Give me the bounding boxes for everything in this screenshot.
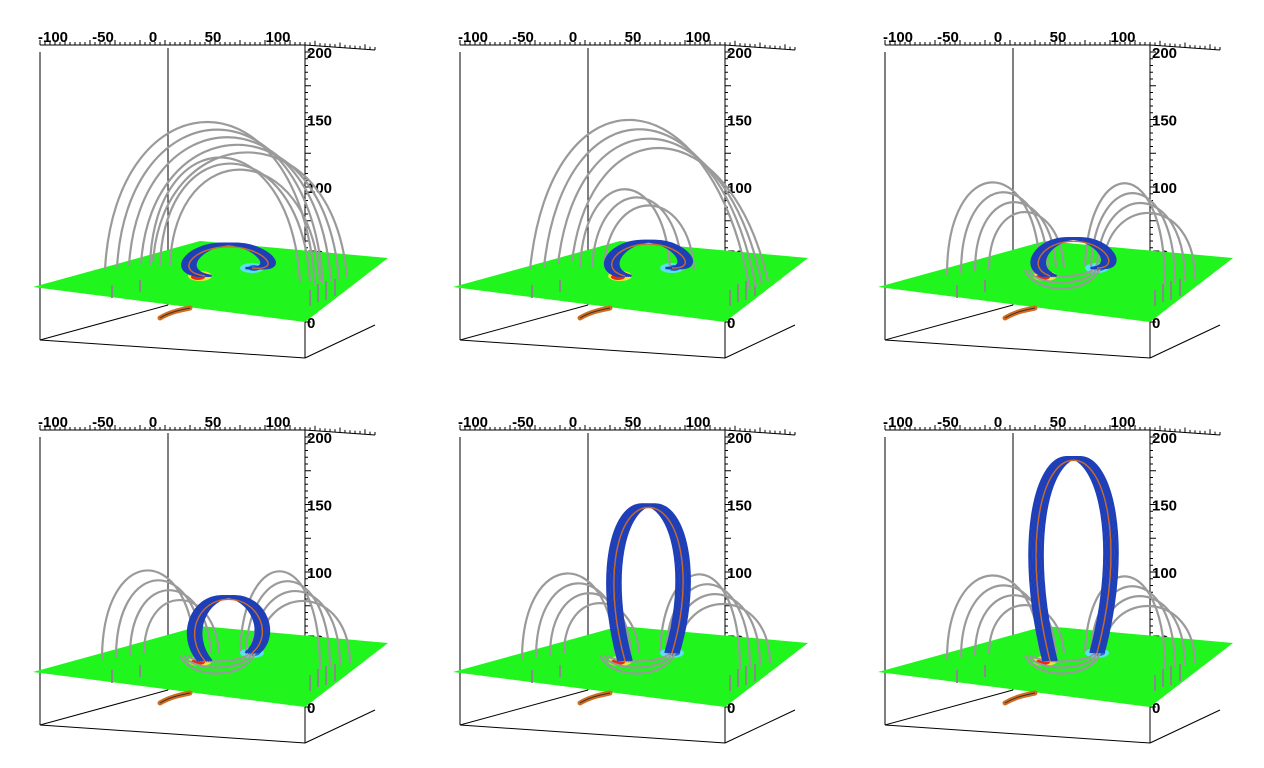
projection-shadow [1002, 305, 1038, 321]
x-tick-label: 0 [994, 29, 1002, 46]
x-tick-label: 50 [1050, 414, 1067, 431]
panel-5: -100-50050100050100150200 [453, 414, 808, 744]
x-tick-label: 50 [1050, 29, 1067, 46]
box-frame [459, 429, 796, 744]
grey-field-lines [103, 121, 349, 286]
flux-rope [186, 595, 271, 662]
x-tick-label: -100 [458, 414, 488, 431]
footpoint-stubs [111, 279, 336, 306]
x-axis-ticks [459, 425, 796, 435]
z-tick-label: 0 [307, 700, 315, 717]
projection-shadow [157, 690, 193, 706]
x-tick-label: -100 [38, 414, 68, 431]
x-tick-label: 100 [685, 414, 710, 431]
flux-rope [604, 239, 693, 278]
x-tick-label: 100 [1110, 29, 1135, 46]
x-tick-label: -100 [458, 29, 488, 46]
x-tick-label: -50 [92, 414, 114, 431]
panel-4: -100-50050100050100150200 [33, 414, 388, 744]
z-tick-label: 0 [1152, 700, 1160, 717]
x-tick-label: -50 [937, 414, 959, 431]
footpoint-stubs [531, 664, 756, 691]
footpoint-stubs [956, 279, 1181, 306]
flux-rope [606, 503, 691, 662]
z-tick-label: 0 [727, 315, 735, 332]
z-tick-label: 150 [1152, 113, 1177, 130]
z-tick-label: 100 [727, 180, 752, 197]
x-tick-label: 0 [149, 29, 157, 46]
x-axis-ticks [884, 40, 1221, 50]
x-tick-label: 0 [994, 414, 1002, 431]
x-tick-label: -100 [883, 414, 913, 431]
box-frame [884, 44, 1221, 359]
z-tick-label: 200 [307, 45, 332, 62]
x-tick-label: 0 [149, 414, 157, 431]
panel-3: -100-50050100050100150200 [878, 29, 1233, 359]
z-tick-label: 200 [1152, 45, 1177, 62]
x-tick-label: 0 [569, 29, 577, 46]
box-frame [39, 429, 376, 744]
x-tick-label: 100 [685, 29, 710, 46]
z-tick-label: 0 [727, 700, 735, 717]
x-tick-label: 100 [265, 414, 290, 431]
x-axis-ticks [459, 40, 796, 50]
panel-1: -100-50050100050100150200 [33, 29, 388, 359]
grey-field-lines [528, 118, 770, 291]
x-axis-ticks [39, 425, 376, 435]
flux-rope [181, 242, 276, 278]
projection-shadow [157, 305, 193, 321]
x-tick-label: -50 [92, 29, 114, 46]
panel-2: -100-50050100050100150200 [453, 29, 808, 359]
photosphere-plane [453, 241, 808, 322]
z-tick-label: 100 [307, 565, 332, 582]
projection-shadow [1002, 690, 1038, 706]
z-tick-label: 150 [1152, 498, 1177, 515]
x-axis-ticks [39, 40, 376, 50]
x-tick-label: 0 [569, 414, 577, 431]
z-tick-label: 100 [1152, 565, 1177, 582]
x-tick-label: -100 [883, 29, 913, 46]
grey-field-lines [945, 181, 1197, 290]
footpoint-stubs [111, 664, 336, 691]
x-tick-label: -50 [512, 29, 534, 46]
x-tick-label: 100 [265, 29, 290, 46]
projection-shadow [577, 305, 613, 321]
x-tick-label: 100 [1110, 414, 1135, 431]
z-tick-label: 150 [727, 498, 752, 515]
flux-rope [1028, 456, 1119, 662]
z-tick-label: 150 [727, 113, 752, 130]
x-tick-label: -50 [512, 414, 534, 431]
z-tick-label: 0 [307, 315, 315, 332]
z-tick-label: 200 [1152, 430, 1177, 447]
z-tick-label: 150 [307, 113, 332, 130]
z-tick-label: 100 [727, 565, 752, 582]
footpoint-stubs [956, 664, 1181, 691]
box-frame [884, 429, 1221, 744]
x-tick-label: -50 [937, 29, 959, 46]
photosphere-plane [33, 241, 388, 322]
projection-shadow [577, 690, 613, 706]
z-tick-label: 200 [307, 430, 332, 447]
x-tick-label: 50 [625, 29, 642, 46]
x-tick-label: 50 [205, 414, 222, 431]
flux-rope [1030, 237, 1117, 278]
z-tick-label: 150 [307, 498, 332, 515]
box-frame [459, 44, 796, 359]
x-axis-ticks [884, 425, 1221, 435]
z-tick-label: 200 [727, 430, 752, 447]
panel-6: -100-50050100050100150200 [878, 414, 1233, 744]
z-tick-label: 100 [1152, 180, 1177, 197]
z-tick-label: 0 [1152, 315, 1160, 332]
z-tick-label: 200 [727, 45, 752, 62]
x-tick-label: 50 [625, 414, 642, 431]
x-tick-label: 50 [205, 29, 222, 46]
x-tick-label: -100 [38, 29, 68, 46]
